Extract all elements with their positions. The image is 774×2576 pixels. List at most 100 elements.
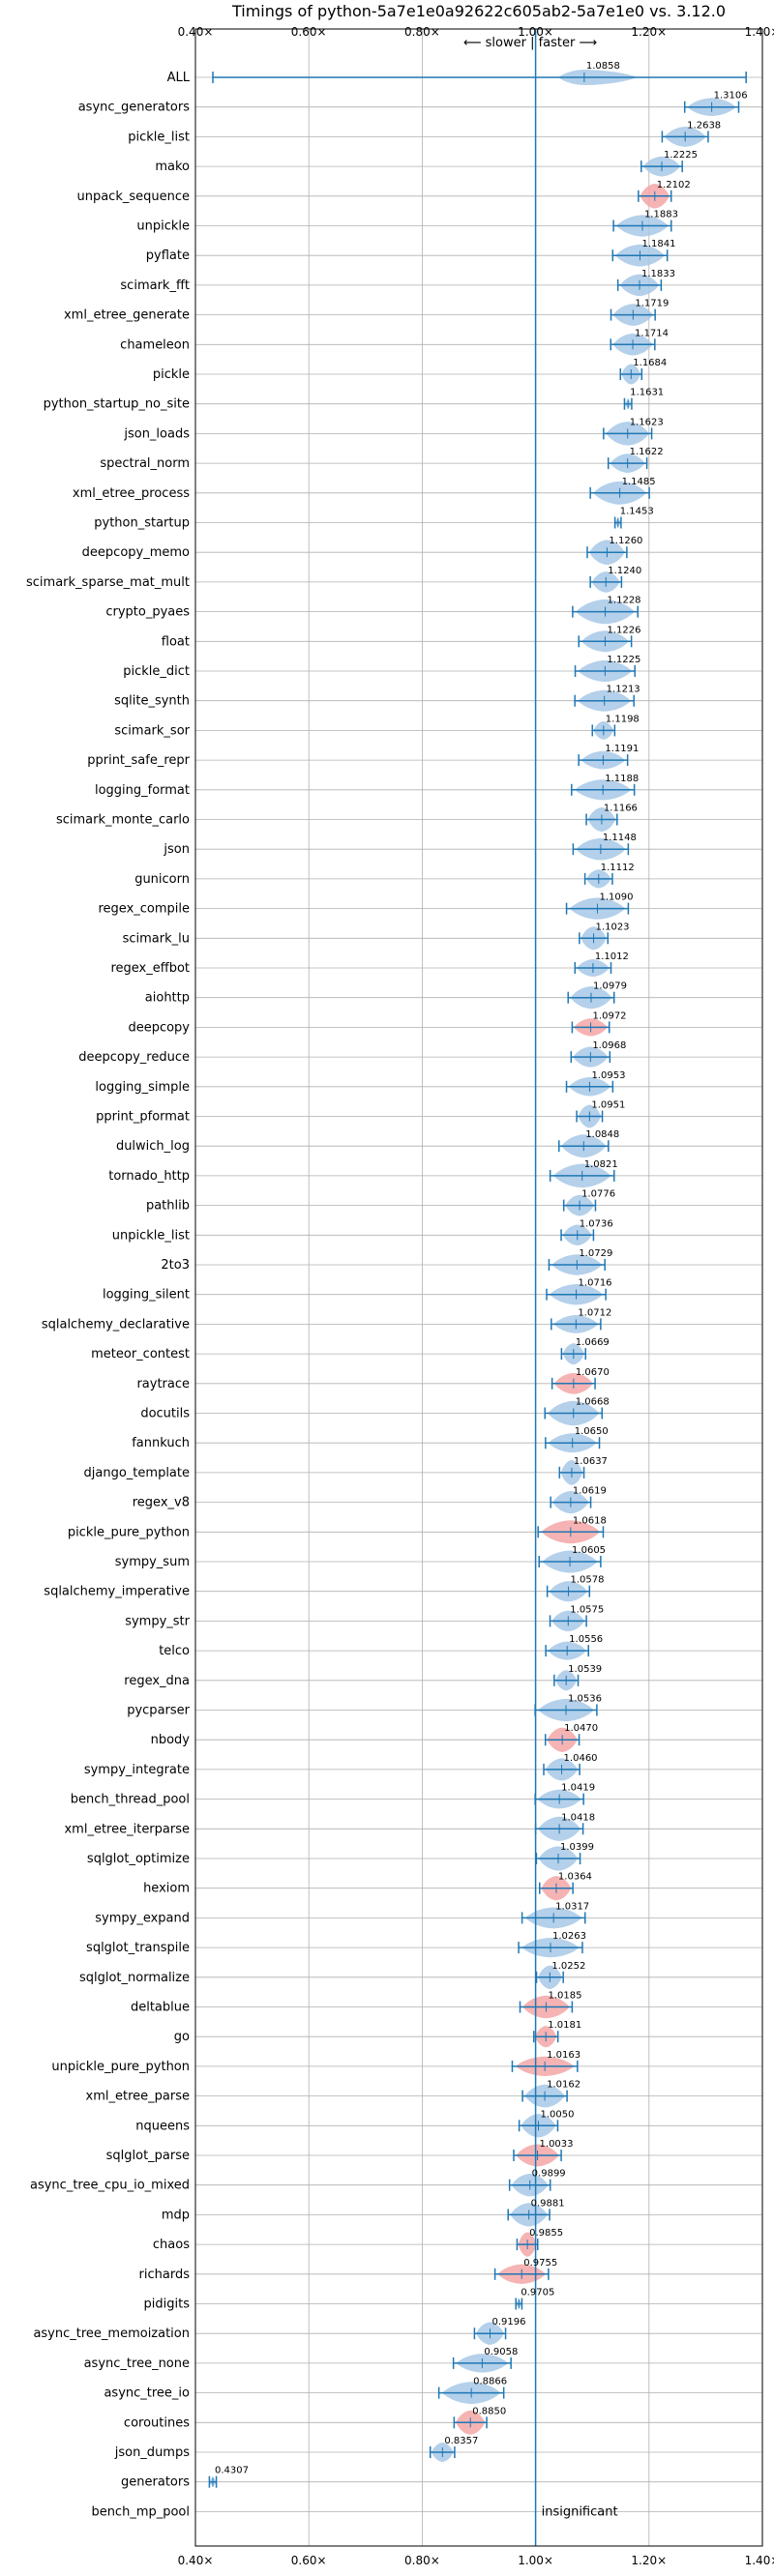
violin-regex_compile <box>565 897 630 920</box>
benchmark-name: unpickle <box>136 220 190 234</box>
benchmark-name: unpack_sequence <box>76 190 190 204</box>
benchmark-name: scimark_monte_carlo <box>56 813 190 828</box>
value-label: 0.4307 <box>215 2466 249 2476</box>
violin-logging_silent <box>546 1284 607 1305</box>
violin-mdp <box>507 2203 551 2227</box>
value-label: 1.0736 <box>580 1218 613 1229</box>
x-tick-label-bottom: 1.00× <box>518 2554 553 2567</box>
benchmark-name: python_startup <box>94 516 190 531</box>
violin-async_tree_memoization <box>473 2322 507 2345</box>
value-label: 1.0716 <box>579 1278 612 1289</box>
violin-pickle_list <box>661 126 709 147</box>
x-tick-label-top: 1.20× <box>631 25 667 39</box>
violin-scimark_sor <box>591 720 616 740</box>
benchmark-name: nqueens <box>135 2119 190 2133</box>
violin-sympy_sum <box>538 1550 602 1573</box>
value-label: 1.0364 <box>558 1872 592 1883</box>
value-label: 1.0670 <box>576 1367 610 1378</box>
violin-sympy_integrate <box>543 1758 580 1781</box>
violin-scimark_sparse_mat_mult <box>589 571 623 593</box>
value-label: 1.1198 <box>606 714 640 724</box>
value-label: 1.0669 <box>576 1337 610 1348</box>
value-label: 1.0470 <box>564 1723 598 1734</box>
violin-python_startup_no_site <box>623 397 633 410</box>
value-label: 1.0858 <box>586 61 620 72</box>
violin-meteor_contest <box>560 1343 586 1365</box>
benchmark-name: scimark_lu <box>123 931 190 946</box>
benchmark-name: chaos <box>153 2238 190 2252</box>
value-label: 0.9058 <box>484 2347 518 2357</box>
benchmark-name: pyflate <box>146 249 190 263</box>
violin-logging_simple <box>565 1077 614 1097</box>
violin-nqueens <box>518 2114 559 2138</box>
benchmark-name: generators <box>121 2475 190 2490</box>
benchmark-name: xml_etree_generate <box>64 308 190 323</box>
violin-pycparser <box>534 1698 598 1722</box>
x-tick-label-bottom: 0.80× <box>404 2554 440 2567</box>
violin-unpickle <box>612 215 672 237</box>
violin-gunicorn <box>583 869 613 889</box>
violin-regex_v8 <box>550 1491 592 1514</box>
benchmark-name: pickle_dict <box>123 664 190 679</box>
violin-sqlglot_optimize <box>535 1846 581 1871</box>
value-label: 1.1714 <box>635 328 669 338</box>
violin-xml_etree_process <box>589 481 650 505</box>
benchmark-name: xml_etree_iterparse <box>64 1822 190 1836</box>
value-label: 1.0263 <box>552 1931 586 1942</box>
value-label: 0.8866 <box>473 2377 507 2387</box>
value-label: 1.0605 <box>572 1545 606 1556</box>
benchmark-name: unpickle_list <box>112 1228 190 1243</box>
violin-hexiom <box>538 1876 574 1901</box>
value-label: 1.1719 <box>635 299 669 309</box>
benchmark-name: gunicorn <box>134 872 190 887</box>
violin-sqlalchemy_imperative <box>546 1581 591 1602</box>
benchmark-name: sqlalchemy_declarative <box>42 1317 190 1332</box>
violin-logging_format <box>571 779 636 801</box>
value-label: 1.1833 <box>641 269 675 279</box>
benchmark-name: scimark_sparse_mat_mult <box>26 575 190 590</box>
violin-scimark_lu <box>579 926 610 951</box>
violin-tornado_http <box>549 1163 615 1188</box>
value-label: 1.0419 <box>561 1783 595 1794</box>
violin-spectral_norm <box>607 454 648 473</box>
value-label: 1.1453 <box>620 507 654 517</box>
benchmark-name: pycparser <box>127 1704 190 1718</box>
insignificant-label: insignificant <box>542 2504 618 2519</box>
direction-label: ⟵ slower | faster ⟶ <box>463 36 597 50</box>
violin-unpack_sequence <box>638 184 672 209</box>
value-label: 1.0418 <box>561 1812 595 1823</box>
violin-telco <box>545 1641 589 1660</box>
violin-generators <box>208 2475 218 2488</box>
benchmark-name: docutils <box>140 1407 190 1421</box>
value-label: 1.2102 <box>657 180 691 190</box>
benchmark-name: regex_compile <box>98 902 190 917</box>
value-label: 1.0668 <box>576 1397 610 1408</box>
benchmark-name: async_tree_cpu_io_mixed <box>30 2179 190 2193</box>
value-label: 1.0185 <box>548 1991 581 2002</box>
violin-async_tree_cpu_io_mixed <box>508 2174 551 2197</box>
violin-pprint_pformat <box>576 1104 604 1128</box>
value-label: 1.1622 <box>630 447 664 457</box>
violin-chaos <box>516 2232 539 2257</box>
violin-sqlglot_normalize <box>535 1965 564 1990</box>
value-label: 1.1240 <box>608 566 641 576</box>
violin-richards <box>493 2264 550 2285</box>
violin-async_tree_io <box>437 2382 505 2404</box>
benchmark-name: scimark_fft <box>120 278 190 293</box>
x-tick-label-top: 0.80× <box>404 25 440 39</box>
chart-title: Timings of python-5a7e1e0a92622c605ab2-5… <box>231 2 726 20</box>
benchmark-name: scimark_sor <box>114 723 190 738</box>
violin-dulwich_log <box>558 1134 610 1158</box>
value-label: 1.1090 <box>599 893 633 903</box>
value-label: 1.0729 <box>579 1248 612 1259</box>
violin-xml_etree_iterparse <box>534 1816 584 1841</box>
benchmark-name: sympy_sum <box>115 1555 190 1569</box>
violin-deltablue <box>519 1995 574 2019</box>
benchmark-name: sympy_str <box>125 1614 190 1628</box>
violin-pathlib <box>562 1194 597 1216</box>
violin-chameleon <box>610 334 656 356</box>
value-label: 1.1623 <box>630 417 664 427</box>
violin-sqlalchemy_declarative <box>551 1315 602 1333</box>
violin-docutils <box>544 1400 603 1426</box>
